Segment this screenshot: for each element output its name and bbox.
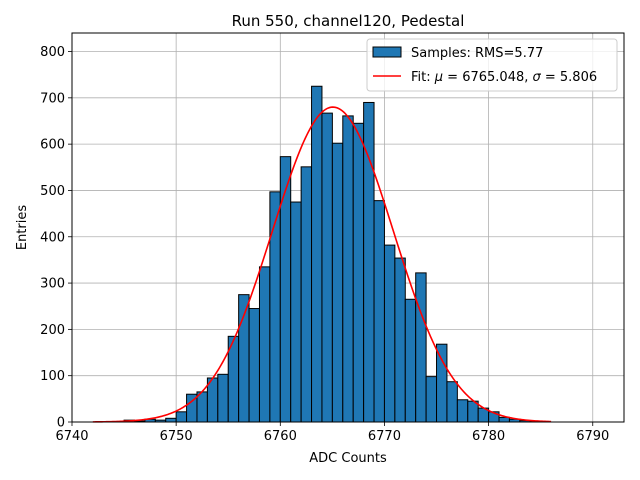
legend-fit-mu-value: = 6765.048, (443, 70, 532, 85)
histogram-bar (196, 391, 208, 423)
histogram-bar (498, 416, 510, 423)
histogram-bar (394, 257, 406, 423)
y-tick-label: 300 (40, 277, 65, 292)
y-axis-ticks: 0 100 200 300 400 500 600 700 800 (40, 45, 72, 431)
histogram-bar (404, 298, 417, 423)
histogram-bar (446, 381, 458, 423)
legend: Samples: RMS=5.77 Fit: μ = 6765.048, σ =… (366, 38, 618, 92)
y-tick-label: 500 (40, 184, 65, 199)
x-tick-label: 6790 (576, 429, 609, 444)
histogram-bar (217, 373, 229, 423)
y-tick-label: 0 (57, 416, 65, 431)
histogram-bar (290, 201, 302, 423)
plot-frame (71, 32, 625, 423)
histogram-bar (373, 200, 385, 423)
y-tick-label: 200 (40, 323, 65, 338)
y-tick-label: 100 (40, 369, 65, 384)
y-tick-label: 400 (40, 230, 65, 245)
histogram-bar (248, 308, 260, 423)
histogram-bar (331, 142, 344, 423)
x-tick-label: 6760 (264, 429, 297, 444)
legend-histogram-swatch (372, 46, 402, 58)
x-tick-label: 6770 (368, 429, 401, 444)
histogram-bar (383, 244, 396, 423)
histogram-bar (415, 272, 427, 423)
legend-box (366, 38, 618, 92)
histogram-bar (258, 266, 271, 423)
histogram-bar (165, 417, 177, 423)
chart-title: Run 550, channel120, Pedestal (232, 12, 465, 30)
histogram-bar (300, 166, 313, 423)
histogram-bar (175, 411, 188, 423)
legend-fit-mu-symbol: μ (434, 70, 443, 85)
histogram-bar (269, 191, 281, 423)
histogram-bars (123, 85, 542, 423)
histogram-bar (352, 122, 365, 423)
legend-fit-prefix: Fit: (411, 70, 435, 85)
legend-histogram-label: Samples: RMS=5.77 (411, 46, 543, 61)
histogram-bar (279, 156, 292, 423)
histogram-bar (456, 399, 469, 423)
legend-fit-label: Fit: μ = 6765.048, σ = 5.806 (411, 70, 597, 85)
x-tick-label: 6750 (160, 429, 193, 444)
y-tick-label: 700 (40, 91, 65, 106)
y-tick-label: 600 (40, 138, 65, 153)
legend-fit-sigma-symbol: σ (533, 70, 542, 85)
y-axis-label: Entries (15, 205, 30, 251)
histogram-bar (321, 112, 333, 423)
fit-curve (92, 106, 552, 423)
histogram-bar (436, 343, 448, 423)
histogram-bar (425, 376, 438, 423)
x-tick-label: 6780 (472, 429, 505, 444)
histogram-bar (311, 85, 323, 423)
legend-fit-sigma-value: = 5.806 (541, 70, 597, 85)
y-tick-label: 800 (40, 45, 65, 60)
x-tick-label: 6740 (55, 429, 88, 444)
x-axis-ticks: 6740 6750 6760 6770 6780 6790 (55, 422, 609, 444)
histogram-bar (342, 115, 354, 423)
x-axis-label: ADC Counts (309, 451, 387, 466)
